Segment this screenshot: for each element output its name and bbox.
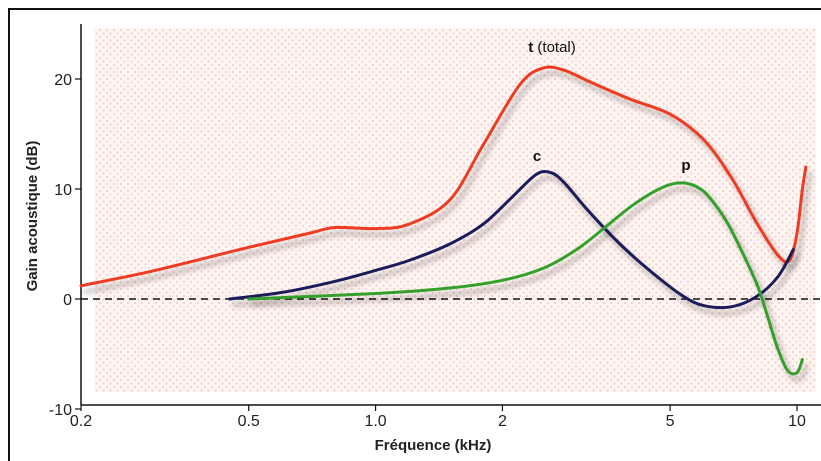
series-label-suffix: (total) — [533, 39, 576, 56]
x-tick-label: 0.2 — [70, 413, 92, 430]
series-label-key: t — [528, 39, 533, 56]
x-tick-label: 0.5 — [238, 413, 260, 430]
series-label-p: p — [681, 157, 690, 174]
x-tick-label: 2 — [498, 413, 507, 430]
series-label-c: c — [533, 148, 541, 165]
series-line-total — [79, 65, 808, 288]
y-tick-label: 10 — [54, 182, 72, 199]
series-label-key: p — [681, 157, 690, 174]
y-tick-label: 0 — [63, 292, 72, 309]
series-label-total: t (total) — [528, 39, 576, 56]
y-tick-label: 20 — [54, 72, 72, 89]
x-tick-label: 5 — [666, 413, 675, 430]
series-label-key: c — [533, 148, 541, 165]
y-axis-title: Gain acoustique (dB) — [24, 141, 41, 292]
x-tick-label: 1.0 — [364, 413, 386, 430]
series-line-c — [227, 170, 795, 310]
plot-background — [94, 28, 816, 392]
y-tick-label: -10 — [49, 402, 72, 419]
series-line-p — [247, 181, 804, 376]
x-axis-title: Fréquence (kHz) — [375, 437, 492, 454]
x-tick-label: 10 — [788, 413, 806, 430]
